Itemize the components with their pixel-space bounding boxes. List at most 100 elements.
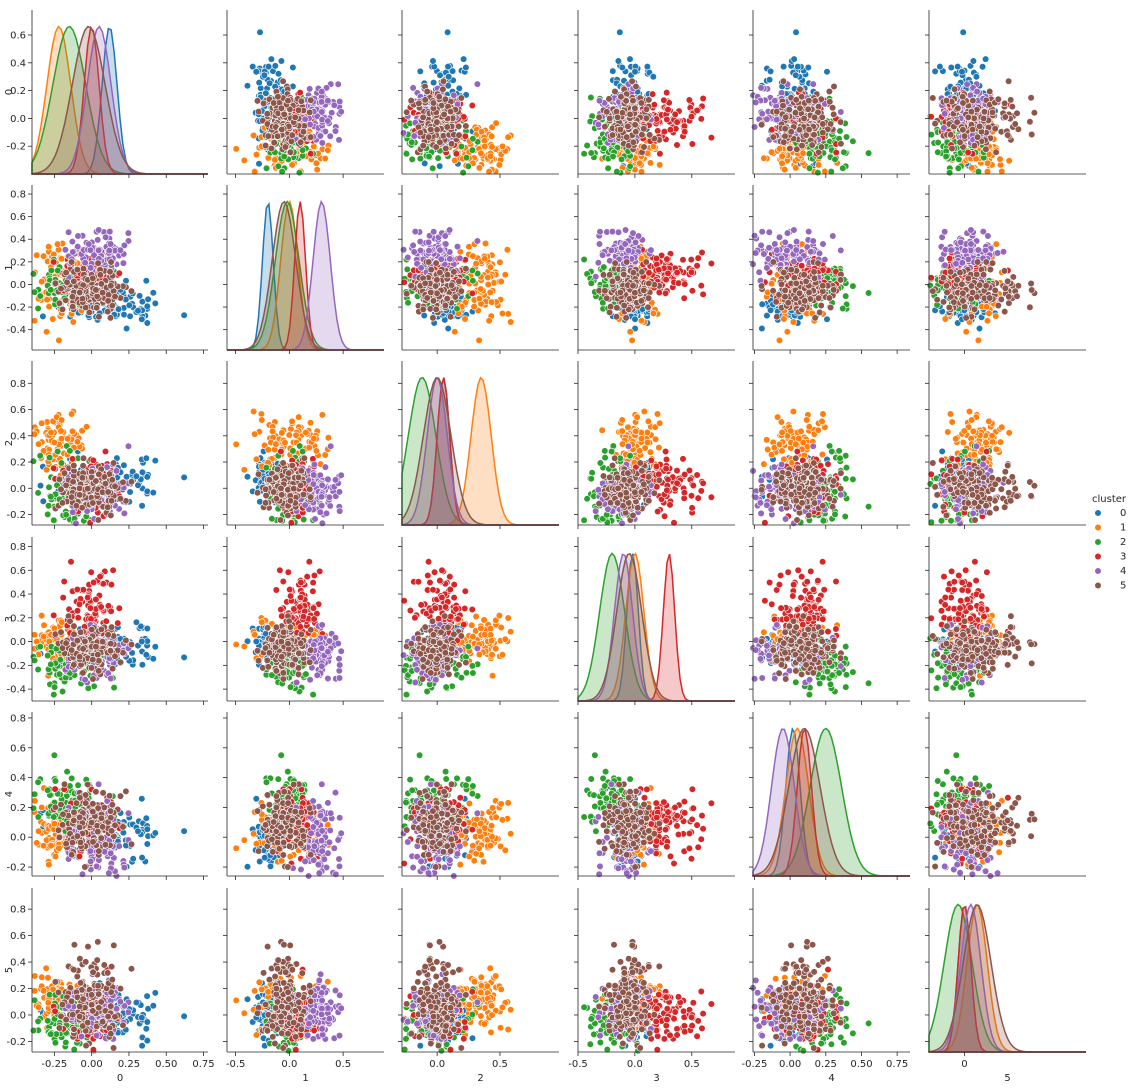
point-cluster-5 [448, 140, 456, 148]
point-cluster-4 [473, 237, 482, 245]
point-cluster-0 [260, 71, 269, 79]
point-cluster-3 [673, 141, 681, 149]
point-cluster-3 [655, 288, 663, 297]
point-cluster-4 [973, 87, 981, 96]
point-cluster-2 [47, 286, 55, 294]
point-cluster-4 [124, 229, 132, 237]
point-cluster-2 [864, 149, 873, 157]
point-cluster-5 [782, 113, 790, 121]
point-cluster-5 [58, 305, 67, 314]
point-cluster-1 [288, 161, 296, 169]
point-cluster-1 [486, 288, 494, 297]
point-cluster-1 [321, 154, 329, 163]
point-cluster-2 [434, 154, 442, 162]
point-cluster-1 [271, 156, 279, 164]
point-cluster-5 [991, 125, 999, 133]
point-cluster-4 [634, 232, 643, 240]
point-cluster-1 [626, 328, 634, 336]
point-cluster-1 [783, 328, 792, 336]
point-cluster-4 [410, 248, 418, 256]
point-cluster-3 [654, 127, 662, 135]
point-cluster-1 [775, 145, 784, 153]
point-cluster-4 [809, 80, 817, 88]
point-cluster-1 [484, 280, 492, 289]
y-tick-label: 0.0 [10, 114, 26, 125]
point-cluster-5 [798, 142, 806, 150]
point-cluster-4 [416, 246, 425, 255]
point-cluster-1 [656, 161, 664, 169]
point-cluster-4 [446, 226, 454, 234]
point-cluster-5 [403, 108, 411, 116]
point-cluster-5 [637, 297, 646, 305]
point-cluster-5 [968, 125, 977, 134]
point-cluster-2 [587, 149, 595, 157]
point-cluster-5 [416, 129, 425, 137]
point-cluster-3 [660, 96, 668, 104]
point-cluster-0 [149, 289, 157, 297]
point-cluster-5 [436, 269, 444, 277]
point-cluster-5 [432, 305, 440, 314]
point-cluster-5 [786, 144, 794, 153]
y-tick-label: 0.2 [10, 86, 26, 97]
point-cluster-5 [825, 87, 834, 96]
panel-1-0: -0.4-0.20.00.20.40.60.81 [4, 185, 208, 354]
point-cluster-5 [263, 110, 271, 118]
point-cluster-5 [457, 94, 465, 102]
point-cluster-4 [410, 132, 418, 140]
panels-layer: -0.20.00.20.40.60-0.4-0.20.00.20.40.60.8… [4, 10, 1086, 1084]
point-cluster-5 [73, 266, 81, 274]
point-cluster-4 [324, 97, 332, 105]
point-cluster-3 [468, 289, 476, 298]
point-cluster-0 [142, 277, 150, 285]
point-cluster-5 [640, 143, 648, 151]
point-cluster-0 [114, 305, 123, 313]
point-cluster-1 [504, 133, 512, 141]
point-cluster-0 [618, 63, 626, 72]
point-cluster-1 [507, 318, 515, 326]
point-cluster-5 [826, 98, 834, 106]
point-cluster-4 [941, 110, 949, 118]
point-cluster-5 [436, 138, 444, 146]
point-cluster-5 [631, 121, 639, 129]
point-cluster-0 [266, 79, 274, 87]
point-cluster-0 [614, 57, 623, 65]
point-cluster-0 [765, 76, 774, 84]
point-cluster-4 [598, 251, 607, 259]
point-cluster-1 [1005, 157, 1013, 165]
point-cluster-3 [307, 150, 315, 158]
point-cluster-4 [322, 84, 331, 92]
point-cluster-5 [810, 113, 819, 121]
point-cluster-4 [614, 228, 623, 236]
point-cluster-5 [805, 96, 813, 105]
point-cluster-1 [324, 146, 332, 154]
point-cluster-5 [595, 113, 603, 121]
point-cluster-4 [324, 117, 332, 125]
point-cluster-5 [415, 99, 423, 107]
point-cluster-2 [583, 141, 591, 150]
point-cluster-1 [636, 159, 644, 167]
point-cluster-3 [685, 96, 694, 104]
point-cluster-0 [460, 55, 468, 63]
point-cluster-5 [70, 277, 78, 286]
point-cluster-5 [623, 258, 631, 266]
point-cluster-5 [419, 142, 427, 150]
point-cluster-2 [462, 154, 471, 162]
point-cluster-1 [39, 252, 48, 260]
point-cluster-2 [295, 169, 304, 177]
point-cluster-5 [447, 313, 455, 321]
point-cluster-4 [409, 241, 417, 249]
point-cluster-0 [445, 73, 453, 81]
point-cluster-0 [444, 62, 452, 71]
point-cluster-5 [450, 268, 458, 276]
point-cluster-5 [638, 131, 646, 139]
point-cluster-5 [642, 105, 651, 113]
point-cluster-2 [840, 148, 848, 156]
point-cluster-5 [442, 144, 450, 153]
point-cluster-2 [945, 169, 954, 177]
point-cluster-3 [693, 262, 701, 270]
point-cluster-1 [488, 298, 496, 306]
point-cluster-0 [758, 300, 766, 308]
point-cluster-5 [441, 95, 450, 103]
panel-0-2 [398, 10, 559, 178]
point-cluster-5 [603, 108, 611, 116]
